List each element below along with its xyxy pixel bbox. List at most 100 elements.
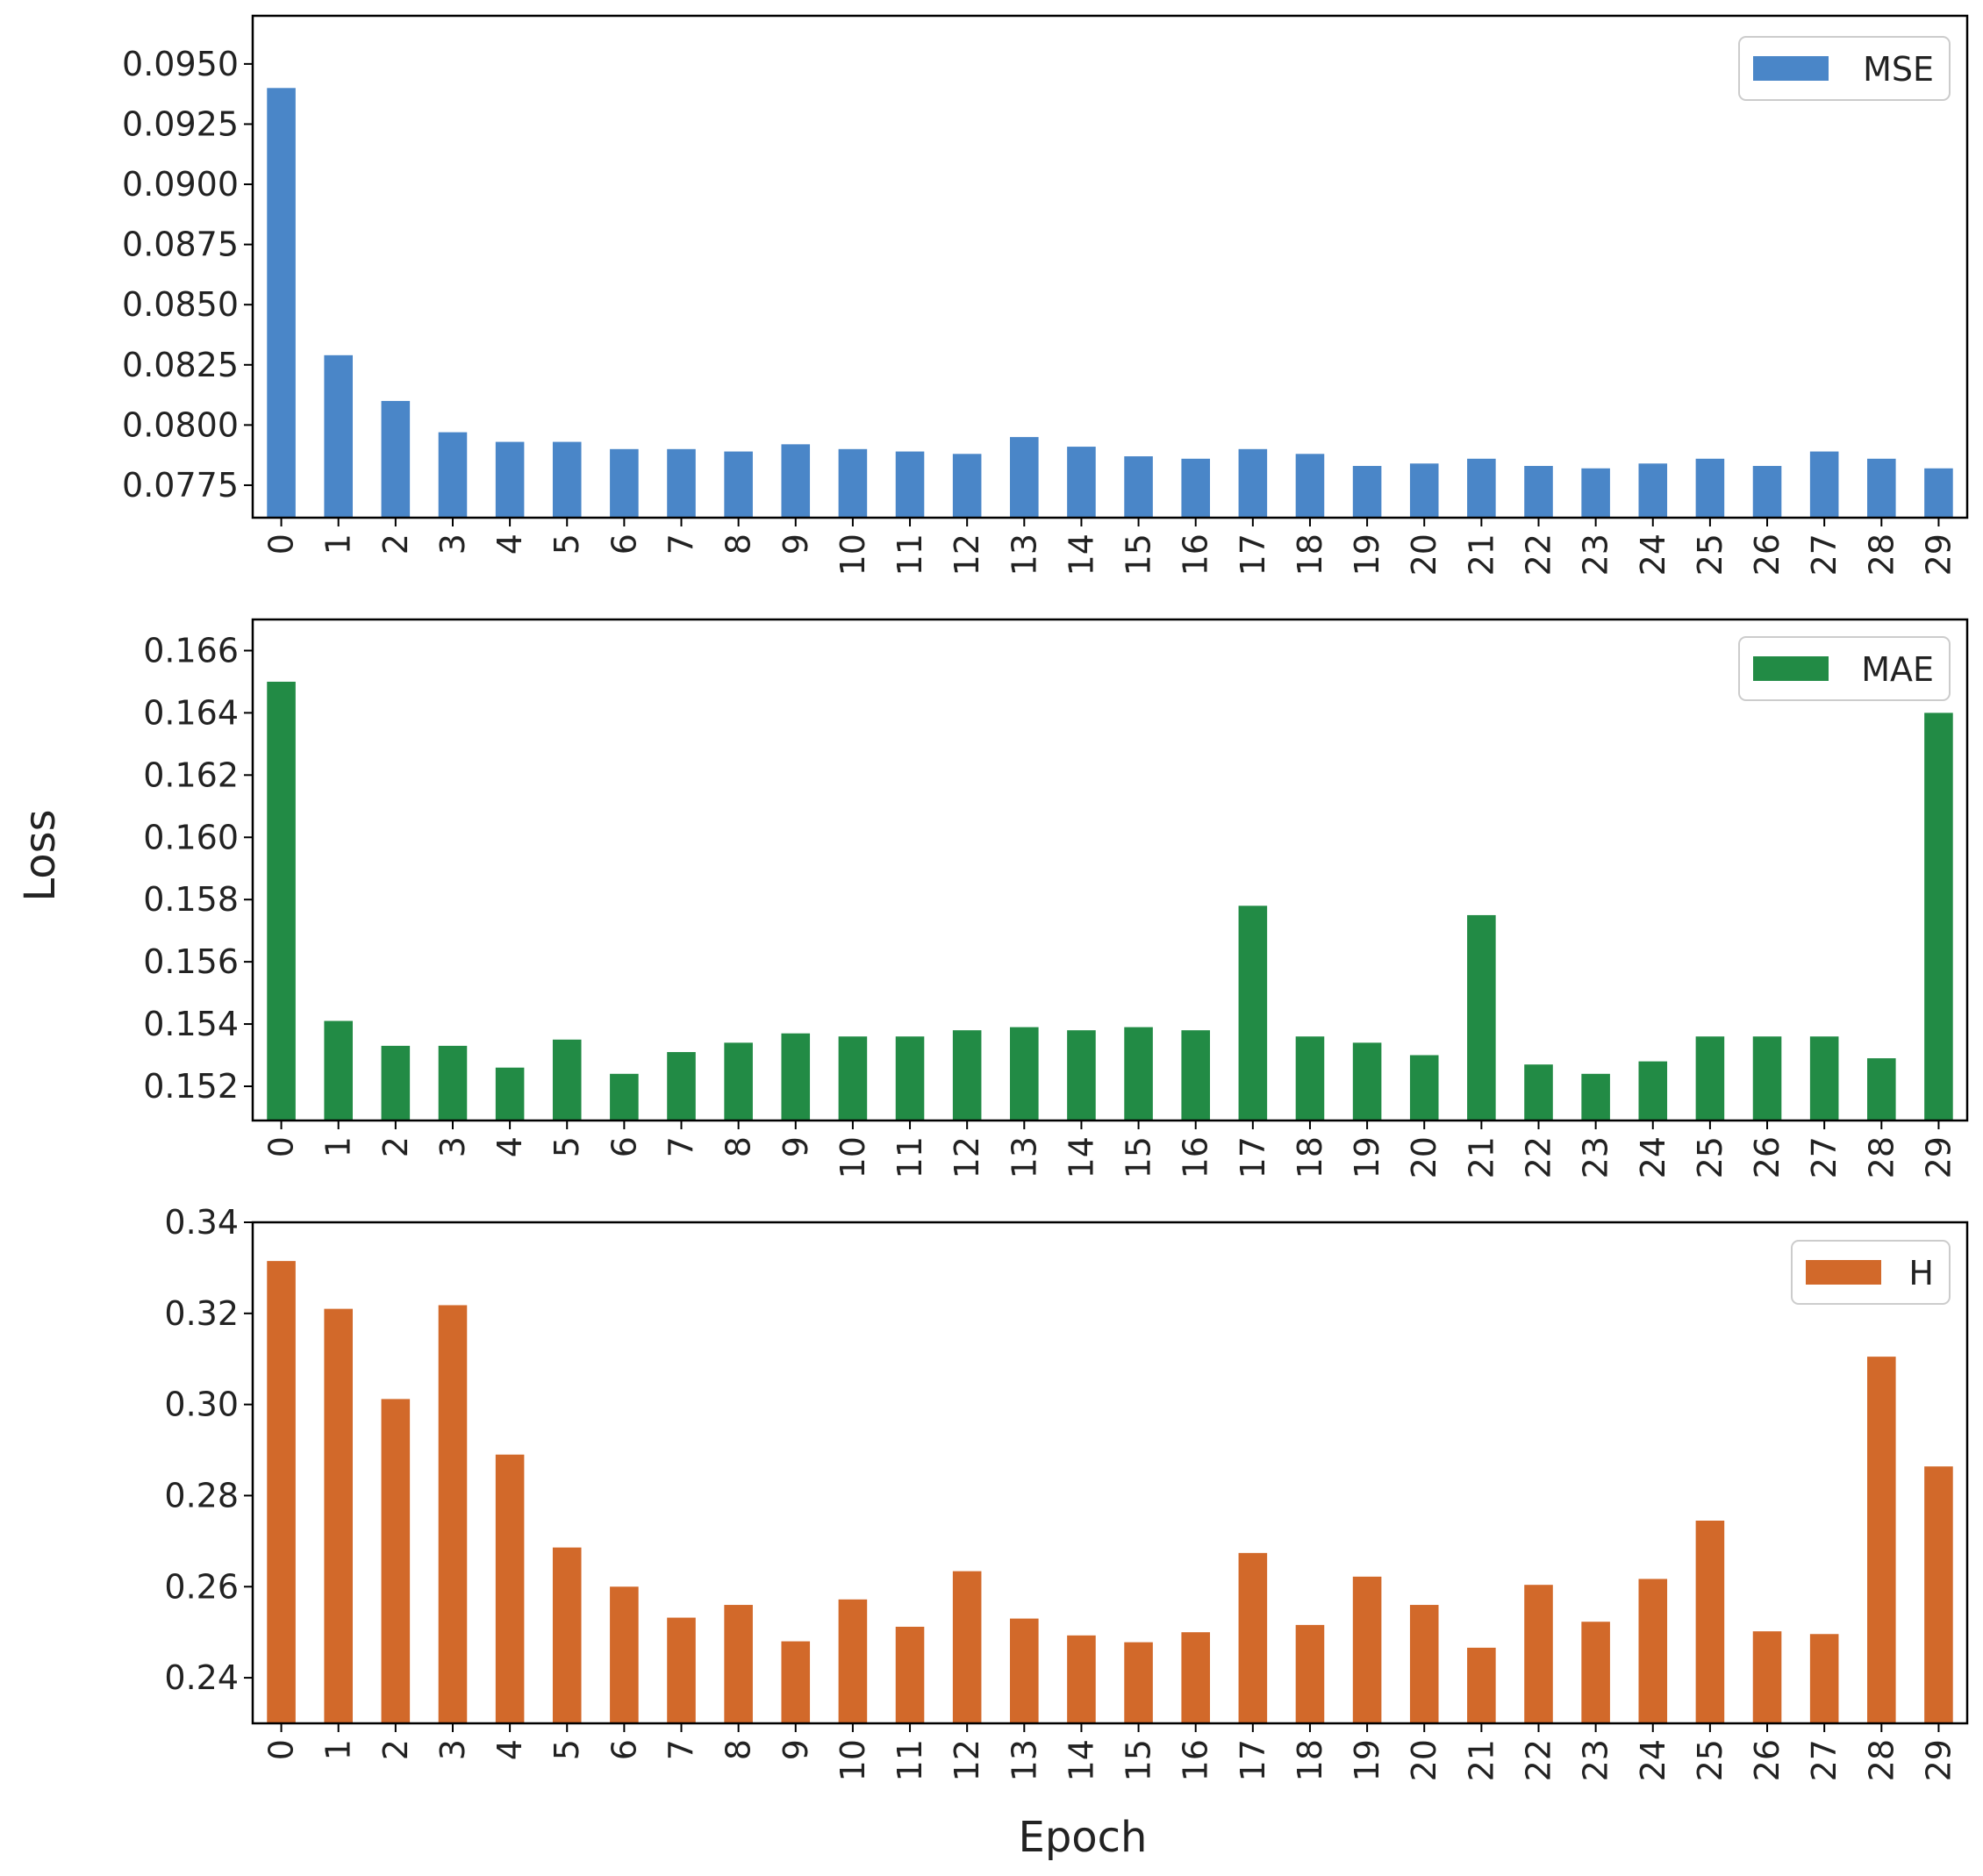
mse-bar-9 <box>781 444 811 518</box>
mae-x-tick-label-26: 26 <box>1748 1136 1786 1178</box>
mse-bar-18 <box>1295 454 1325 518</box>
h-y-tick-label: 0.28 <box>164 1476 239 1514</box>
mae-bar-14 <box>1067 1030 1096 1121</box>
h-x-tick-label-16: 16 <box>1177 1739 1215 1781</box>
h-bar-17 <box>1238 1552 1268 1723</box>
mse-x-tick-label-3: 3 <box>433 533 472 555</box>
h-bar-24 <box>1638 1579 1668 1723</box>
mse-bar-15 <box>1124 456 1153 518</box>
h-bar-12 <box>952 1571 982 1723</box>
mse-x-tick-label-5: 5 <box>548 533 586 555</box>
mae-bar-11 <box>895 1036 925 1121</box>
mse-x-tick-label-28: 28 <box>1862 533 1901 576</box>
mae-bar-21 <box>1467 914 1496 1121</box>
h-x-tick-label-12: 12 <box>948 1739 986 1781</box>
mae-x-tick-label-2: 2 <box>376 1136 415 1157</box>
mae-axes-frame <box>251 618 1969 1122</box>
mse-legend-box <box>1738 36 1951 101</box>
mse-x-tick-label-16: 16 <box>1177 533 1215 576</box>
h-plot-area: 0.240.260.280.300.320.340 1 2 3 4 5 6 7 8 9 10 11 12… <box>164 1203 1969 1781</box>
h-x-tick-label-27: 27 <box>1805 1739 1843 1781</box>
panel-mse: 0.0775 0.0800 0.0825 0.0850 0.0875 0.0900 0.09… <box>122 14 1969 576</box>
mse-y-tick-label: 0.0775 <box>122 466 239 505</box>
h-x-tick-label-7: 7 <box>662 1739 701 1760</box>
mae-y-tick-label: 0.152 <box>143 1067 239 1106</box>
mae-y-tick-label: 0.164 <box>143 693 239 732</box>
h-x-tick-label-11: 11 <box>891 1739 929 1781</box>
h-bar-25 <box>1695 1521 1725 1723</box>
h-x-tick-label-25: 25 <box>1691 1739 1729 1781</box>
h-bar-22 <box>1524 1585 1553 1723</box>
mse-bar-22 <box>1524 466 1553 518</box>
mae-bar-2 <box>381 1045 411 1121</box>
h-x-tick-label-22: 22 <box>1520 1739 1558 1781</box>
h-axes-frame <box>251 1221 1969 1725</box>
h-x-tick-label-24: 24 <box>1634 1739 1672 1781</box>
h-y-tick-label: 0.32 <box>164 1294 239 1333</box>
mse-x-tick-label-17: 17 <box>1234 533 1272 576</box>
h-x-tick-label-14: 14 <box>1062 1739 1100 1781</box>
mae-y-tick-label: 0.162 <box>143 755 239 794</box>
h-x-tick-label-21: 21 <box>1462 1739 1500 1781</box>
mae-bar-8 <box>724 1042 753 1121</box>
mae-y-tick-label: 0.154 <box>143 1005 239 1043</box>
mse-x-tick-label-26: 26 <box>1748 533 1786 576</box>
mse-bar-20 <box>1409 463 1439 518</box>
mse-x-tick-label-6: 6 <box>605 533 643 555</box>
h-x-tick-label-6: 6 <box>605 1739 643 1760</box>
h-bar-26 <box>1752 1631 1782 1723</box>
h-x-tick-label-29: 29 <box>1919 1739 1958 1781</box>
mse-y-tick-label: 0.0950 <box>122 45 239 83</box>
h-bar-1 <box>324 1308 353 1723</box>
mae-x-tick-label-20: 20 <box>1405 1136 1443 1178</box>
mse-bar-25 <box>1695 458 1725 518</box>
mse-bar-10 <box>838 448 868 518</box>
mae-bar-26 <box>1752 1036 1782 1121</box>
h-bar-14 <box>1067 1635 1096 1723</box>
h-bar-23 <box>1581 1622 1610 1723</box>
h-bar-8 <box>724 1605 753 1723</box>
mse-bar-2 <box>381 400 411 518</box>
panel-h: 0.240.260.280.300.320.340 1 2 3 4 5 6 7 8 9 10 11 12… <box>164 1203 1969 1781</box>
mse-bar-14 <box>1067 447 1096 518</box>
h-x-tick-label-26: 26 <box>1748 1739 1786 1781</box>
mae-x-tick-label-16: 16 <box>1177 1136 1215 1178</box>
mse-legend: MSE <box>1738 36 1951 101</box>
h-x-tick-label-19: 19 <box>1348 1739 1386 1781</box>
mse-bar-8 <box>724 451 753 518</box>
h-bar-27 <box>1809 1634 1839 1723</box>
mae-bar-22 <box>1524 1064 1553 1121</box>
h-legend-swatch <box>1806 1260 1881 1285</box>
h-x-tick-label-5: 5 <box>548 1739 586 1760</box>
mse-x-tick-label-21: 21 <box>1462 533 1500 576</box>
mse-bar-12 <box>952 454 982 518</box>
mse-bar-0 <box>267 88 296 519</box>
mae-bar-17 <box>1238 906 1268 1121</box>
mse-bar-28 <box>1867 458 1896 518</box>
mae-x-tick-label-21: 21 <box>1462 1136 1500 1178</box>
mae-x-tick-label-9: 9 <box>777 1136 815 1157</box>
h-bar-7 <box>667 1617 696 1723</box>
mae-bar-3 <box>438 1045 468 1121</box>
h-legend: H <box>1791 1240 1951 1305</box>
mae-x-tick-label-14: 14 <box>1062 1136 1100 1178</box>
mae-legend: MAE <box>1738 636 1951 701</box>
mse-y-tick-label: 0.0925 <box>122 104 239 143</box>
h-x-tick-label-28: 28 <box>1862 1739 1901 1781</box>
mse-bar-26 <box>1752 466 1782 518</box>
h-y-tick-label: 0.30 <box>164 1386 239 1424</box>
mse-bar-6 <box>610 448 639 518</box>
mse-bar-23 <box>1581 468 1610 518</box>
mse-x-tick-label-20: 20 <box>1405 533 1443 576</box>
mae-x-tick-label-4: 4 <box>490 1136 529 1157</box>
mae-x-tick-label-0: 0 <box>262 1136 301 1157</box>
mae-bar-20 <box>1409 1055 1439 1121</box>
mse-x-tick-label-19: 19 <box>1348 533 1386 576</box>
mse-legend-label: MSE <box>1863 50 1934 89</box>
mae-x-tick-label-15: 15 <box>1120 1136 1158 1178</box>
mse-y-tick-label: 0.0825 <box>122 346 239 384</box>
mse-x-tick-label-29: 29 <box>1919 533 1958 576</box>
h-bar-18 <box>1295 1624 1325 1723</box>
mse-bar-7 <box>667 448 696 518</box>
